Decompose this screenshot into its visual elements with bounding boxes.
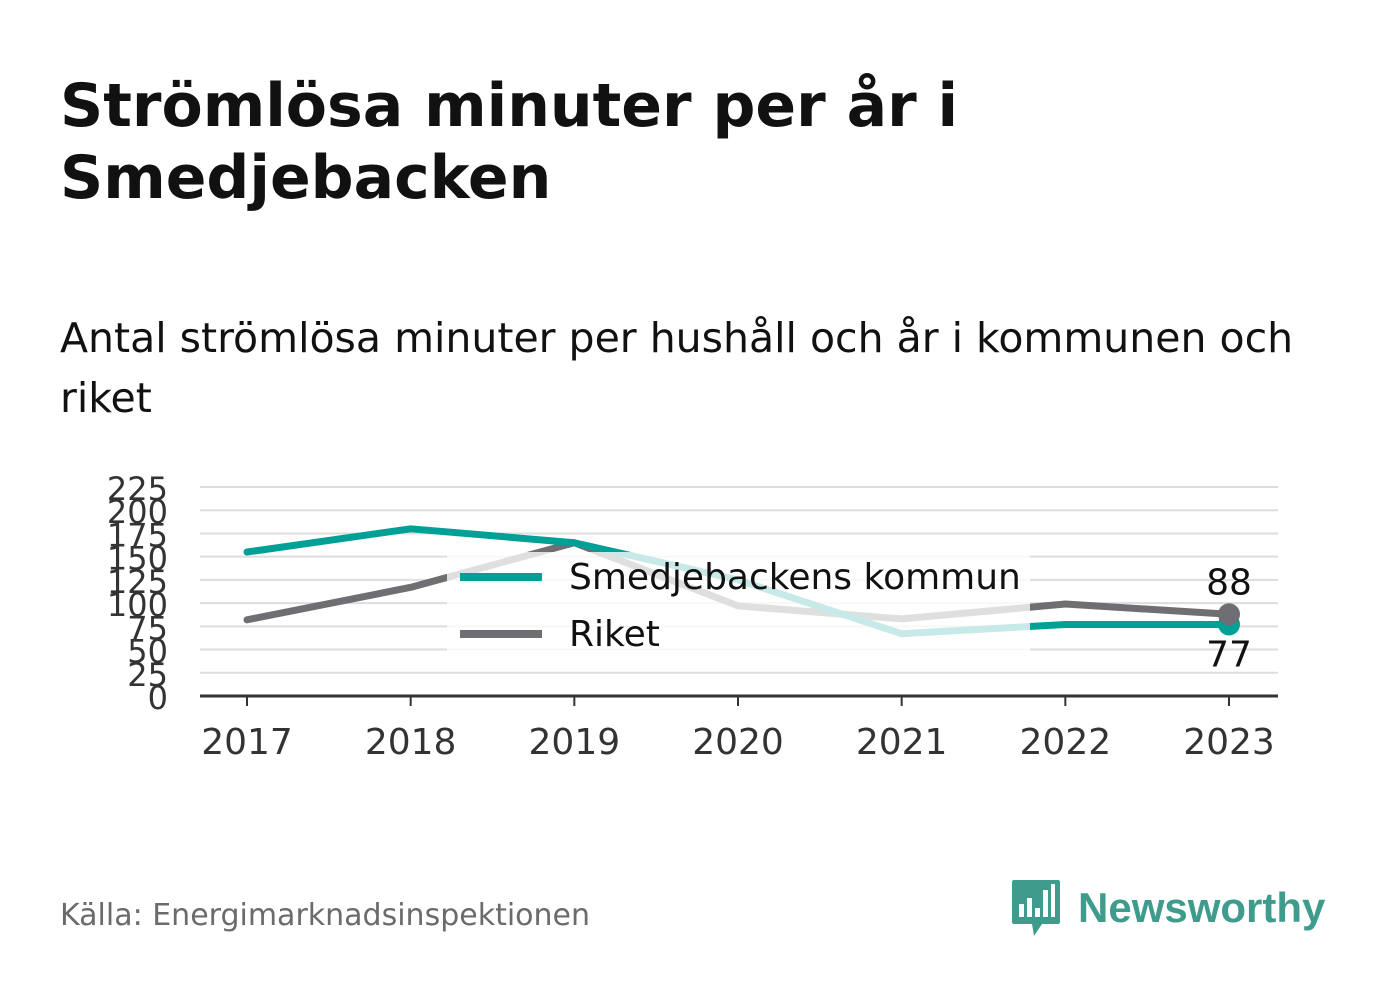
y-tick-label: 200 (107, 493, 168, 531)
x-tick-label: 2017 (201, 722, 293, 763)
y-tick-label: 50 (127, 633, 168, 671)
x-axis: 2017 2018 2019 2020 2021 2022 2023 (200, 694, 1278, 763)
legend: Smedjebackens kommun Riket (447, 552, 1030, 656)
x-tick-label: 2018 (365, 722, 457, 763)
source-note: Källa: Energimarknadsinspektionen (60, 898, 591, 933)
x-tick-label: 2023 (1183, 722, 1275, 763)
x-tick-label: 2021 (856, 722, 948, 763)
y-tick-label: 0 (148, 679, 168, 717)
x-tick-label: 2019 (529, 722, 621, 763)
brand-logo[interactable]: Newsworthy (1010, 878, 1325, 938)
end-value-label: 77 (1206, 634, 1252, 675)
y-tick-label: 100 (107, 586, 168, 624)
y-tick-label: 75 (127, 609, 168, 647)
bar-chart-speech-bubble-icon (1012, 880, 1060, 936)
y-tick-label: 225 (107, 470, 168, 508)
legend-label: Smedjebackens kommun (569, 557, 1021, 598)
brand-name: Newsworthy (1078, 884, 1326, 931)
end-points: 77 88 (1206, 562, 1252, 675)
chart-title: Strömlösa minuter per år i Smedjebacken (60, 71, 959, 213)
legend-label: Riket (569, 614, 660, 655)
y-tick-label: 175 (107, 516, 168, 554)
legend-background (447, 552, 1030, 656)
end-value-label: 88 (1206, 562, 1252, 603)
y-tick-label: 150 (107, 540, 168, 578)
x-tick-label: 2020 (692, 722, 784, 763)
y-tick-label: 125 (107, 563, 168, 601)
y-tick-label: 25 (127, 656, 168, 694)
chart-subtitle: Antal strömlösa minuter per hushåll och … (60, 314, 1294, 422)
end-point-marker (1218, 603, 1240, 626)
x-tick-label: 2022 (1020, 722, 1112, 763)
